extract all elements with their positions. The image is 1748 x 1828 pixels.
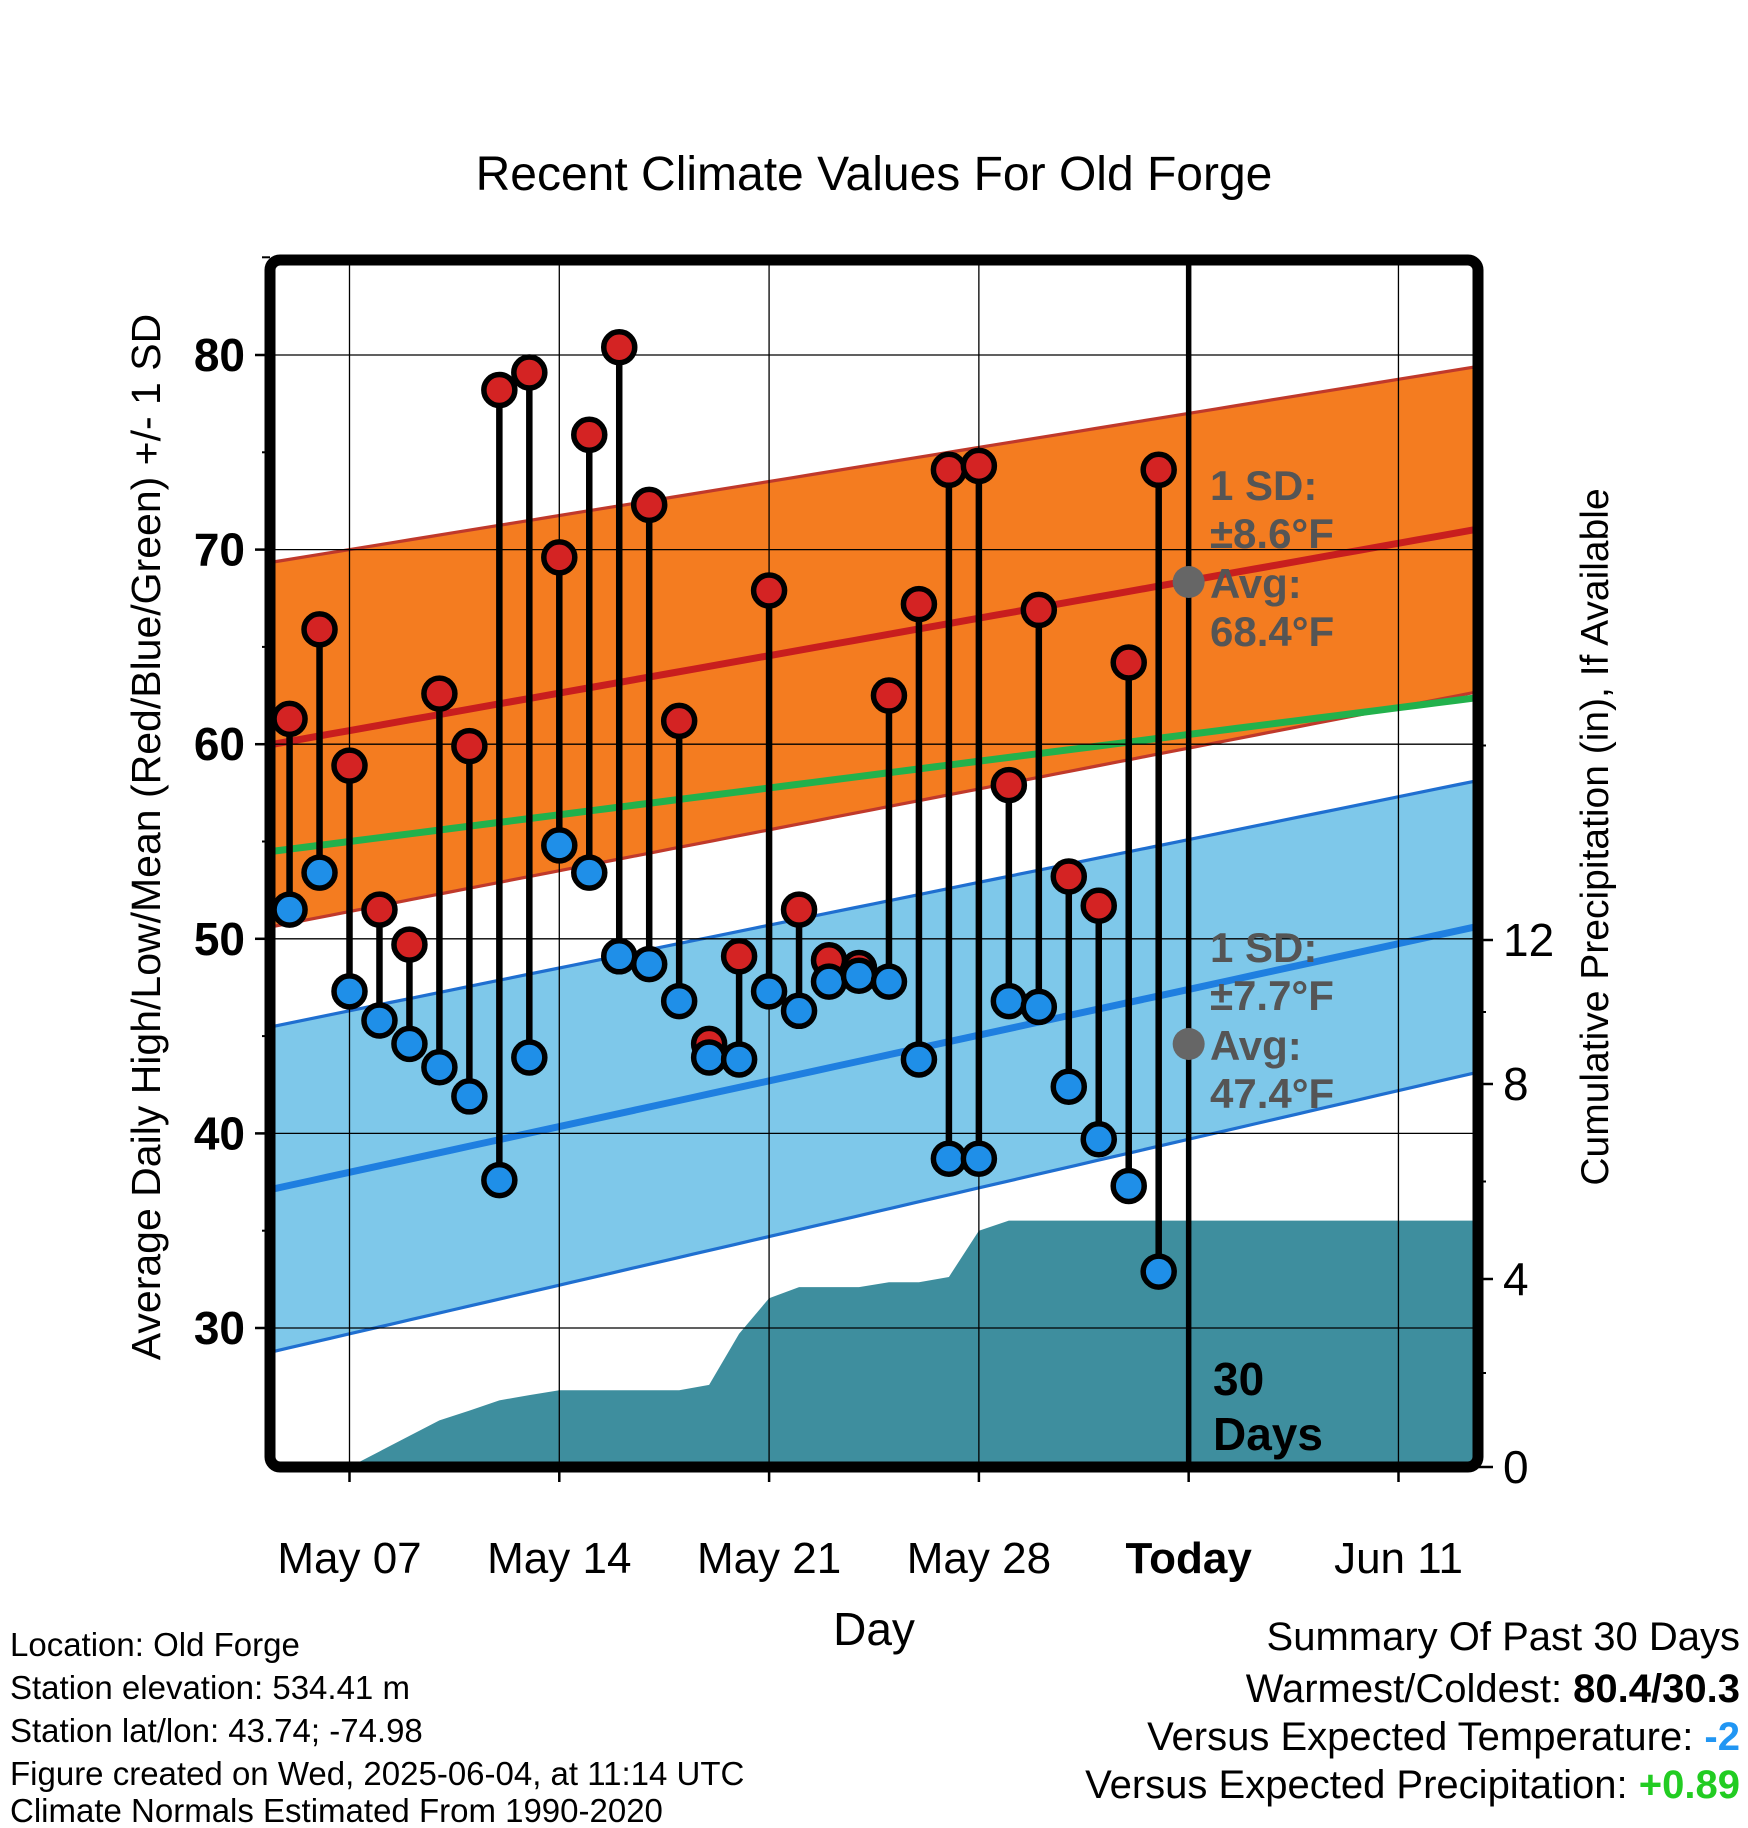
svg-text:Versus Expected Temperature:: Versus Expected Temperature: -2: [1147, 1715, 1740, 1759]
svg-text:30: 30: [194, 1302, 245, 1354]
svg-text:±7.7°F: ±7.7°F: [1210, 972, 1334, 1019]
svg-text:68.4°F: 68.4°F: [1210, 608, 1334, 655]
svg-text:Day: Day: [833, 1603, 915, 1655]
svg-text:12: 12: [1503, 914, 1554, 966]
svg-text:±8.6°F: ±8.6°F: [1210, 510, 1334, 557]
svg-text:0: 0: [1503, 1441, 1529, 1493]
svg-text:4: 4: [1503, 1253, 1529, 1305]
svg-text:Average Daily High/Low/Mean (R: Average Daily High/Low/Mean (Red/Blue/Gr…: [123, 314, 169, 1360]
svg-text:May 14: May 14: [487, 1534, 631, 1583]
svg-text:1 SD:: 1 SD:: [1210, 462, 1317, 509]
svg-text:70: 70: [194, 524, 245, 576]
svg-text:Days: Days: [1213, 1408, 1323, 1460]
svg-text:Versus Expected Precipitation:: Versus Expected Precipitation: +0.89: [1085, 1763, 1740, 1807]
svg-text:Location: Old Forge: Location: Old Forge: [10, 1626, 300, 1663]
svg-text:Cumulative Precipitation (in),: Cumulative Precipitation (in), If Availa…: [1574, 488, 1617, 1185]
svg-text:60: 60: [194, 718, 245, 770]
svg-text:Recent Climate Values For Old: Recent Climate Values For Old Forge: [476, 148, 1273, 201]
svg-text:47.4°F: 47.4°F: [1210, 1070, 1334, 1117]
svg-text:Avg:: Avg:: [1210, 560, 1302, 607]
svg-text:1 SD:: 1 SD:: [1210, 924, 1317, 971]
svg-text:Avg:: Avg:: [1210, 1022, 1302, 1069]
svg-text:Station lat/lon: 43.74; -74.98: Station lat/lon: 43.74; -74.98: [10, 1712, 423, 1749]
svg-text:40: 40: [194, 1107, 245, 1159]
svg-text:Station elevation: 534.41 m: Station elevation: 534.41 m: [10, 1669, 410, 1706]
svg-text:80: 80: [194, 329, 245, 381]
svg-text:50: 50: [194, 913, 245, 965]
svg-text:May 21: May 21: [697, 1534, 841, 1583]
svg-text:May 07: May 07: [277, 1534, 421, 1583]
svg-text:Climate Normals Estimated From: Climate Normals Estimated From 1990-2020: [10, 1792, 663, 1828]
svg-text:30: 30: [1213, 1353, 1264, 1405]
svg-text:8: 8: [1503, 1058, 1529, 1110]
svg-text:May 28: May 28: [907, 1534, 1051, 1583]
svg-text:Jun 11: Jun 11: [1334, 1534, 1463, 1583]
svg-text:Today: Today: [1126, 1534, 1253, 1583]
svg-text:Summary Of Past 30 Days: Summary Of Past 30 Days: [1267, 1615, 1740, 1659]
svg-text:Figure created on Wed, 2025-06: Figure created on Wed, 2025-06-04, at 11…: [10, 1755, 744, 1792]
svg-text:Warmest/Coldest: 80.4/30.3: Warmest/Coldest: 80.4/30.3: [1246, 1667, 1740, 1711]
